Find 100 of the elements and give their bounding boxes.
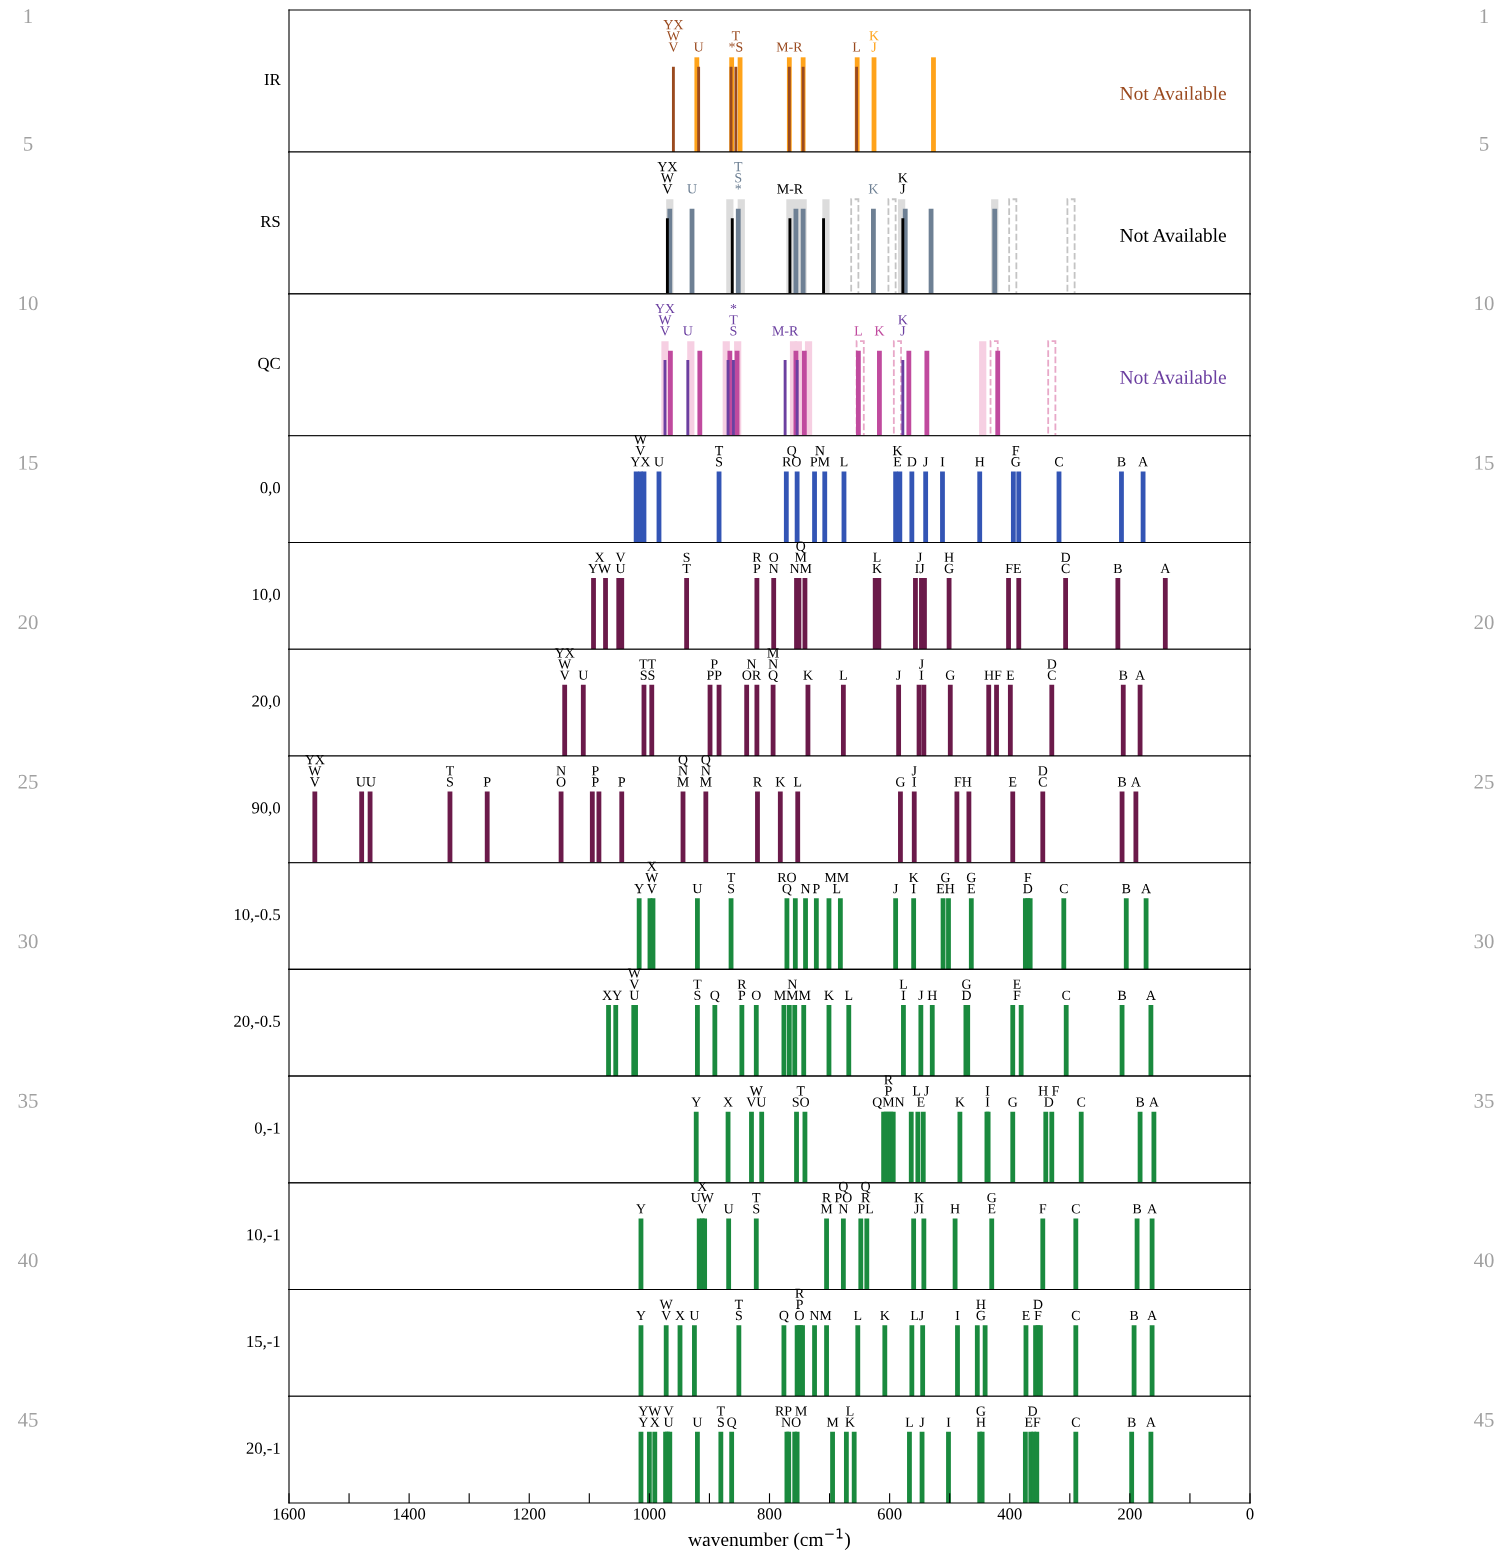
annotation: Not Available (1120, 370, 1226, 384)
annotation: * T S (729, 303, 738, 336)
annotation: L J E (912, 1086, 929, 1107)
annotation: B (1117, 990, 1127, 1000)
y-axis-title: 20,-1 (246, 1442, 280, 1457)
annotation: K (880, 1310, 890, 1321)
annotation: T S * (734, 162, 743, 190)
annotation: A (1146, 1417, 1156, 1427)
y-axis-title: 90,0 (252, 802, 281, 816)
text: 40 (1473, 1253, 1494, 1268)
text: 10 (1475, 296, 1494, 311)
annotation: R (753, 777, 763, 787)
y-axis-title: 10,-0.5 (234, 908, 281, 923)
annotation: T S (715, 446, 724, 467)
annotation: Y (691, 1097, 701, 1107)
annotation: P (618, 777, 626, 787)
annotation: H (950, 1204, 960, 1214)
annotation: A (1147, 1310, 1158, 1321)
text: 1 (1480, 9, 1488, 24)
annotation: A (1146, 990, 1156, 1000)
annotation: M-R (776, 42, 803, 52)
annotation: K (775, 777, 786, 787)
annotation: Not Available (1120, 228, 1226, 242)
annotation: B (1119, 670, 1128, 680)
annotation: H G (944, 552, 954, 574)
annotation: Q N M (700, 754, 712, 787)
annotation: H G (976, 1299, 986, 1321)
text: 20 (18, 615, 38, 630)
annotation: A (1147, 1204, 1158, 1214)
annotation: Q N M (677, 754, 689, 787)
y-axis-title: 15,-1 (247, 1335, 280, 1350)
annotation: YX W V (554, 648, 575, 680)
annotation: B (1117, 457, 1126, 467)
annotation: X (675, 1310, 685, 1321)
annotation: LJ (910, 1310, 924, 1321)
annotation: X YW (588, 552, 612, 574)
text: 35 (18, 1093, 38, 1108)
y-axis-title: 10,-1 (247, 1229, 280, 1243)
annotation: L I (899, 979, 907, 1000)
text: 5 (24, 136, 33, 151)
text: 45 (1473, 1412, 1494, 1427)
annotation: J I (911, 766, 917, 787)
annotation: C (1059, 883, 1068, 894)
annotation: I (940, 457, 945, 467)
annotation: YX W V (304, 755, 325, 787)
annotation: P (483, 777, 491, 787)
annotation: N OR (742, 659, 762, 680)
annotation: B (1113, 563, 1122, 574)
annotation: G E (987, 1192, 997, 1214)
annotation: T SO (792, 1086, 810, 1107)
annotation: A (1135, 670, 1145, 680)
annotation: D EF (1024, 1406, 1041, 1427)
annotation: C (1077, 1097, 1086, 1107)
annotation: YX W V (655, 303, 675, 336)
annotation: K I (909, 872, 919, 894)
annotation: H F D (1038, 1086, 1059, 1107)
annotation: B (1127, 1417, 1136, 1427)
annotation: K J (869, 31, 879, 52)
annotation: T *S (729, 31, 743, 52)
annotation: L K (872, 552, 882, 574)
annotation: S T (682, 552, 691, 574)
annotation: R P QMN (872, 1075, 905, 1109)
annotation: Y (634, 884, 644, 894)
annotation: K JI (914, 1193, 924, 1214)
annotation: E (1022, 1310, 1030, 1321)
annotation: T S (693, 979, 702, 1001)
annotation: L (905, 1417, 913, 1427)
annotation: W X (648, 1406, 662, 1427)
annotation: J (918, 990, 924, 1001)
annotation: H (927, 990, 937, 1000)
annotation: M N Q (767, 648, 779, 682)
text: 10 (19, 296, 38, 311)
annotation: B (1122, 884, 1131, 894)
annotation: I I (985, 1086, 990, 1107)
annotation: A (1149, 1097, 1159, 1107)
annotation: P P (591, 766, 599, 787)
text: 15 (1475, 455, 1494, 470)
annotation: G E (966, 872, 976, 894)
annotation: J (896, 670, 902, 680)
annotation: Q (727, 1417, 737, 1430)
annotation: F G (1011, 446, 1021, 467)
annotation: U (723, 1204, 734, 1214)
annotation: K J (898, 173, 908, 194)
annotation: X (723, 1097, 733, 1107)
annotation: N O (556, 766, 566, 787)
annotation: T S (716, 1406, 725, 1427)
annotation: N (800, 884, 811, 894)
annotation: K (868, 184, 879, 194)
text: 30 (18, 934, 38, 949)
annotation: B (1129, 1310, 1139, 1321)
annotation: O N (769, 552, 779, 574)
annotation: G (1008, 1097, 1018, 1107)
annotation: R P (737, 979, 747, 1000)
annotation: D C (1047, 659, 1057, 680)
annotation: Q (779, 1310, 789, 1323)
annotation: F D (1023, 872, 1033, 894)
annotation: K J (898, 315, 908, 336)
annotation: E (1008, 777, 1017, 787)
annotation: RP M NO (775, 1406, 807, 1427)
x-tick-label: 0 (1246, 1508, 1254, 1520)
